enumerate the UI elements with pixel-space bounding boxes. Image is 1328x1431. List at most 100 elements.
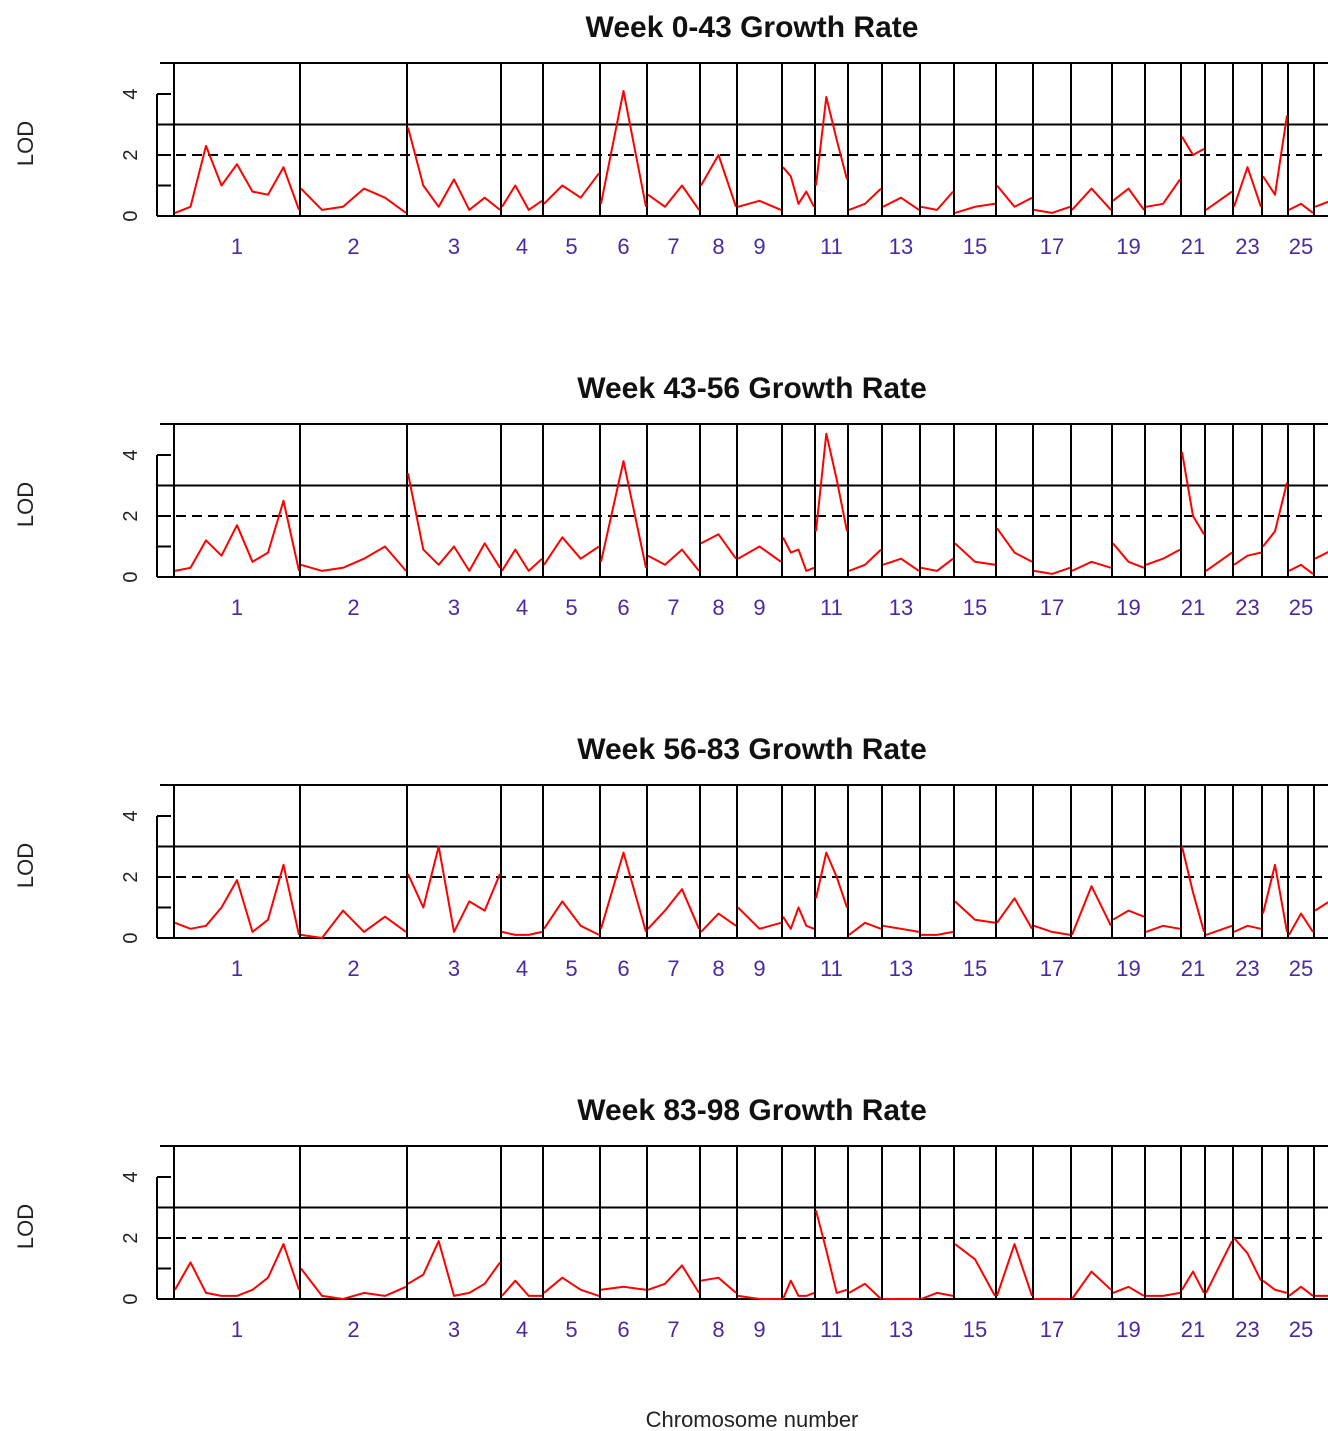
lod-curve-segment [920, 1291, 954, 1300]
lod-curve-segment [848, 187, 882, 211]
lod-curve-segment [1071, 187, 1112, 211]
x-tick-label: 13 [889, 1317, 913, 1342]
y-tick-label: 4 [120, 1171, 142, 1182]
lod-curve-segment [174, 863, 300, 936]
lod-curve-segment [1233, 1237, 1262, 1282]
panel-title: Week 0-43 Growth Rate [586, 11, 919, 44]
x-tick-label: 21 [1181, 956, 1205, 981]
y-tick-label: 0 [120, 932, 142, 943]
x-tick-label: 6 [617, 595, 629, 620]
lod-curve-segment [300, 545, 407, 572]
x-tick-label: 25 [1289, 234, 1313, 259]
lod-curve-segment [848, 548, 882, 572]
lod-curve-segment [954, 202, 996, 214]
lod-curve-segment [1181, 1270, 1205, 1294]
x-tick-label: 8 [712, 234, 724, 259]
lod-curve-segment [647, 888, 700, 930]
lod-curve-segment [1205, 551, 1233, 572]
lod-curve-segment [600, 851, 647, 933]
lod-curve-segment [782, 166, 815, 208]
x-tick-label: 25 [1289, 595, 1313, 620]
lod-curve-segment [737, 545, 782, 563]
x-tick-label: 15 [963, 956, 987, 981]
lod-curve-segment [543, 1276, 600, 1297]
x-tick-label: 4 [516, 956, 528, 981]
x-tick-label: 11 [820, 1317, 843, 1342]
x-tick-label: 5 [565, 956, 577, 981]
x-tick-label: 8 [712, 956, 724, 981]
x-tick-label: 2 [347, 234, 359, 259]
x-tick-label: 25 [1289, 956, 1313, 981]
lod-curve-segment [996, 897, 1033, 930]
x-tick-label: 17 [1040, 1317, 1064, 1342]
lod-curve-segment [1145, 548, 1181, 566]
lod-curve-segment [543, 536, 600, 566]
lod-curve-segment [1233, 166, 1262, 208]
lod-curve-segment [647, 548, 700, 572]
lod-curve-segment [1071, 885, 1112, 936]
lod-curve-segment [737, 1294, 781, 1300]
lod-curve-segment [1071, 1270, 1112, 1300]
lod-curve-segment [600, 90, 647, 207]
x-tick-label: 8 [712, 1317, 724, 1342]
lod-curve-segment [1288, 563, 1314, 575]
lod-curve-segment [882, 924, 920, 933]
lod-curve-segment [1314, 901, 1328, 912]
x-tick-label: 9 [753, 234, 765, 259]
lod-curve-segment [700, 154, 737, 208]
panel-title: Week 56-83 Growth Rate [577, 733, 927, 766]
x-tick-label: 4 [516, 1317, 528, 1342]
x-tick-label: 19 [1116, 956, 1140, 981]
x-tick-label: 2 [347, 595, 359, 620]
lod-curve-segment [700, 533, 737, 560]
x-tick-label: 17 [1040, 234, 1064, 259]
x-tick-label: 7 [667, 595, 679, 620]
x-tick-label: 5 [565, 1317, 577, 1342]
x-tick-label: 7 [667, 956, 679, 981]
x-tick-label: 23 [1235, 595, 1259, 620]
x-tick-label: 1 [231, 956, 243, 981]
x-tick-label: 2 [347, 956, 359, 981]
lod-curve-segment [1033, 566, 1071, 575]
lod-curve-segment [920, 557, 954, 572]
lod-curve-segment [920, 190, 954, 211]
x-tick-label: 5 [565, 234, 577, 259]
lod-curve-segment [174, 1243, 300, 1297]
lod-curve-segment [1233, 924, 1262, 933]
lod-curve-segment [1205, 190, 1233, 211]
x-axis-label: Chromosome number [646, 1407, 859, 1431]
y-tick-label: 0 [120, 1293, 142, 1304]
lod-curve-segment [1314, 550, 1328, 560]
lod-curve-segment [954, 900, 996, 924]
x-tick-label: 2 [347, 1317, 359, 1342]
x-tick-label: 23 [1235, 1317, 1259, 1342]
lod-curve-segment [882, 557, 920, 572]
x-tick-label: 19 [1116, 1317, 1140, 1342]
panel-title: Week 83-98 Growth Rate [577, 1094, 927, 1127]
lod-curve-segment [407, 127, 501, 211]
x-tick-label: 6 [617, 234, 629, 259]
x-tick-label: 19 [1116, 234, 1140, 259]
lod-curve-segment [1262, 115, 1288, 196]
x-tick-label: 3 [448, 956, 460, 981]
x-tick-label: 9 [753, 1317, 765, 1342]
x-tick-label: 13 [889, 956, 913, 981]
lod-curve-segment [848, 921, 882, 936]
lod-curve-segment [501, 548, 543, 572]
lod-curve-segment [996, 527, 1033, 563]
y-axis-label: LOD [13, 482, 38, 527]
lod-curve-segment [815, 432, 848, 532]
lod-curve-segment [647, 184, 700, 211]
x-tick-label: 3 [448, 234, 460, 259]
lod-curve-segment [501, 1279, 542, 1297]
lod-curve-segment [882, 196, 920, 211]
x-tick-label: 9 [753, 595, 765, 620]
lod-curve-segment [1112, 1285, 1145, 1297]
lod-curve-segment [1288, 912, 1314, 936]
x-tick-label: 21 [1181, 1317, 1205, 1342]
y-axis-label: LOD [13, 1204, 38, 1249]
lod-curve-segment [1145, 924, 1181, 933]
lod-curve-segment [1288, 202, 1314, 214]
